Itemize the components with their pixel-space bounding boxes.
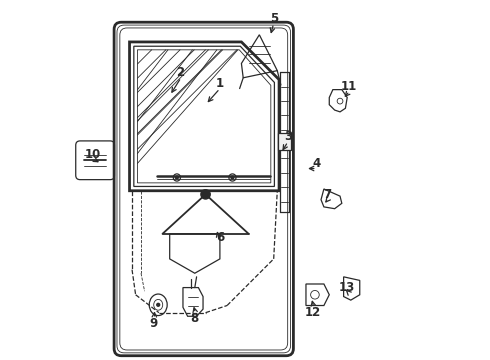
Text: 1: 1 <box>216 77 224 90</box>
Text: 8: 8 <box>191 311 199 325</box>
Text: 10: 10 <box>84 148 101 161</box>
Text: 13: 13 <box>339 281 355 294</box>
Circle shape <box>201 190 210 199</box>
Circle shape <box>175 176 178 179</box>
Text: 4: 4 <box>313 157 321 170</box>
Text: 11: 11 <box>341 80 357 93</box>
Text: 9: 9 <box>149 317 158 330</box>
Circle shape <box>231 176 234 179</box>
Polygon shape <box>137 50 271 183</box>
Circle shape <box>157 303 160 306</box>
Text: 12: 12 <box>305 306 321 319</box>
Text: 3: 3 <box>284 130 292 144</box>
Text: 2: 2 <box>176 66 185 79</box>
Text: 5: 5 <box>270 12 278 25</box>
FancyBboxPatch shape <box>278 133 291 150</box>
Text: 7: 7 <box>323 188 332 201</box>
Text: 6: 6 <box>216 231 224 244</box>
